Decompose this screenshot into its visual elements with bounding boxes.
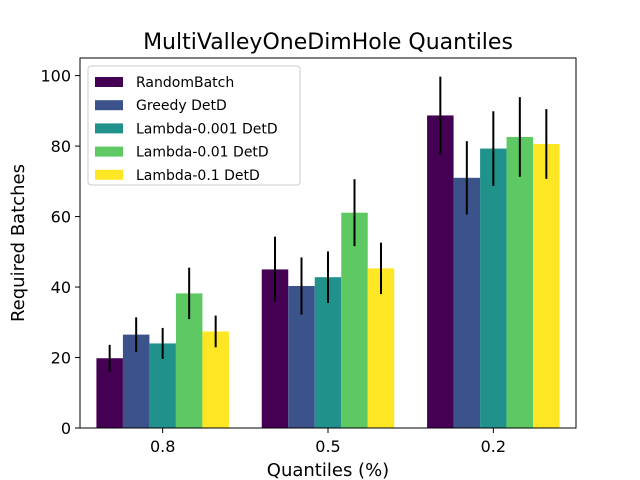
x-axis-label: Quantiles (%)	[267, 460, 389, 480]
bar	[367, 268, 395, 428]
y-tick-label: 60	[51, 208, 71, 227]
x-tick-label: 0.8	[150, 437, 175, 456]
legend-swatch	[95, 77, 123, 87]
bar	[453, 177, 481, 428]
y-tick-label: 20	[51, 349, 71, 368]
legend-label: Lambda-0.001 DetD	[136, 121, 278, 137]
x-tick-label: 0.5	[315, 437, 340, 456]
y-tick-label: 80	[51, 137, 71, 156]
legend-swatch	[95, 123, 123, 134]
bar	[506, 136, 534, 428]
y-tick-label: 40	[51, 278, 71, 297]
plot-frame	[79, 57, 577, 429]
legend-swatch	[95, 169, 123, 180]
chart-title: MultiValleyOneDimHole Quantiles	[143, 30, 513, 55]
y-axis-label: Required Batches	[8, 164, 29, 322]
bar	[533, 143, 560, 428]
x-tick-label: 0.2	[481, 437, 506, 456]
legend-box	[87, 65, 301, 186]
y-tick-label: 0	[61, 419, 71, 438]
legend: RandomBatch Greedy DetD Lambda-0.001 DetD L…	[87, 65, 301, 186]
bar	[341, 212, 368, 428]
legend-label: Lambda-0.1 DetD	[136, 168, 260, 184]
bar	[427, 115, 454, 428]
legend-label: RandomBatch	[136, 75, 234, 91]
bar	[480, 148, 507, 429]
bar	[202, 331, 229, 428]
y-tick-label: 100	[40, 67, 71, 86]
legend-label: Greedy DetD	[136, 98, 227, 114]
legend-swatch	[95, 146, 123, 157]
plot-area: 0 20 40 60 80 100 0.8 0.5 0.2	[40, 67, 560, 456]
legend-label: Lambda-0.01 DetD	[136, 145, 269, 161]
legend-swatch	[95, 100, 123, 111]
